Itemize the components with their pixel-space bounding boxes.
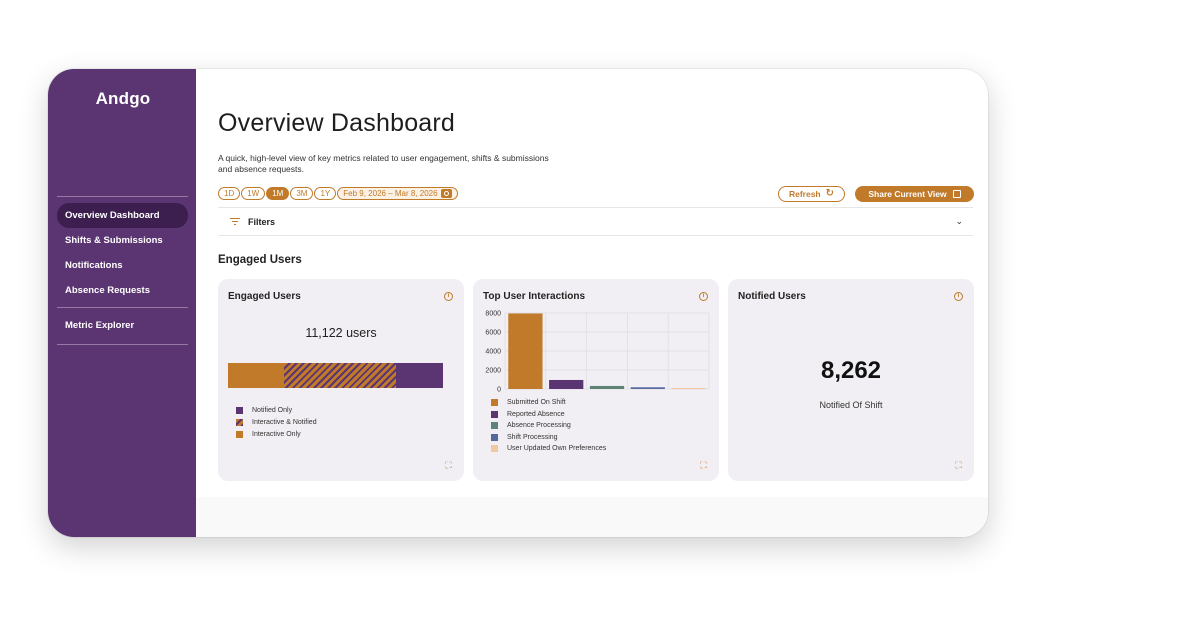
main-footer-area [196, 497, 988, 537]
page-subtitle: A quick, high-level view of key metrics … [218, 153, 549, 174]
legend-swatch [236, 418, 243, 426]
legend-item: Absence Processing [491, 420, 606, 432]
sidebar: Andgo Overview Dashboard Shifts & Submis… [48, 69, 196, 537]
legend-item: Submitted On Shift [491, 397, 606, 409]
legend-swatch [491, 445, 498, 453]
filters-label: Filters [248, 216, 276, 227]
legend-item: Notified Only [236, 404, 317, 416]
nav-divider [57, 307, 188, 308]
bar-absence-processing[interactable] [589, 385, 625, 389]
share-label: Share Current View [868, 189, 947, 199]
legend-label: Notified Only [252, 406, 293, 414]
bar-submitted-on-shift[interactable] [508, 313, 543, 389]
sidebar-nav: Overview Dashboard Shifts & Submissions … [57, 196, 188, 345]
top-user-interactions-legend: Submitted On Shift Reported Absence Abse… [491, 397, 606, 455]
legend-swatch [491, 422, 498, 430]
range-1d-button[interactable]: 1D [218, 187, 241, 200]
legend-item: User Updated Own Preferences [491, 443, 606, 455]
app-window: Andgo Overview Dashboard Shifts & Submis… [48, 69, 988, 537]
nav-group-main: Overview Dashboard Shifts & Submissions … [57, 197, 188, 307]
engaged-users-card: Engaged Users i 11,122 users Notified On… [218, 279, 464, 481]
legend-item: Interactive & Notified [236, 416, 317, 428]
refresh-icon: ↻ [825, 188, 835, 199]
y-tick-label: 6000 [485, 330, 501, 337]
section-title: Engaged Users [218, 254, 302, 266]
engaged-users-legend: Notified Only Interactive & Notified Int… [236, 404, 317, 440]
engaged-users-stacked-bar [228, 363, 443, 388]
main-content: Overview Dashboard A quick, high-level v… [196, 69, 988, 537]
legend-swatch [236, 430, 243, 438]
range-selector: 1D 1W 1M 3M 1Y Feb 9, 2026 – Mar 8, 2026 [218, 187, 458, 200]
y-tick-label: 0 [497, 387, 501, 394]
range-3m-button[interactable]: 3M [290, 187, 314, 200]
y-tick-label: 2000 [485, 368, 501, 375]
legend-swatch [491, 433, 498, 441]
top-user-interactions-chart: 0 2000 4000 6000 8000 [485, 311, 710, 394]
stacked-bar-segment[interactable] [396, 363, 443, 388]
legend-item: Reported Absence [491, 409, 606, 421]
nav-divider [57, 344, 188, 345]
date-range-label: Feb 9, 2026 – Mar 8, 2026 [343, 189, 438, 198]
info-icon[interactable]: i [954, 292, 963, 301]
range-1m-button[interactable]: 1M [266, 187, 290, 200]
expand-icon[interactable]: ⛶ [445, 460, 452, 470]
legend-label: Absence Processing [507, 422, 571, 430]
calendar-icon [440, 189, 452, 198]
refresh-label: Refresh [788, 189, 821, 199]
notified-users-caption: Notified Of Shift [819, 400, 883, 410]
legend-swatch [236, 406, 243, 414]
refresh-button[interactable]: Refresh ↻ [778, 186, 845, 202]
external-link-icon [952, 190, 961, 198]
card-title: Engaged Users [228, 291, 301, 302]
legend-swatch [491, 410, 498, 418]
filters-bar[interactable]: Filters ⌄ [218, 207, 973, 236]
legend-label: Submitted On Shift [507, 399, 566, 407]
y-tick-label: 8000 [485, 311, 501, 318]
stacked-bar-segment[interactable] [228, 363, 285, 388]
legend-label: Reported Absence [507, 410, 565, 418]
y-tick-label: 4000 [485, 349, 501, 356]
card-title: Notified Users [738, 291, 806, 302]
logo: Andgo [95, 89, 151, 108]
engaged-users-total: 11,122 users [305, 326, 377, 340]
stacked-bar-segment[interactable] [284, 363, 397, 388]
nav-divider [57, 196, 188, 197]
bar-reported-absence[interactable] [549, 379, 584, 389]
notified-users-card: Notified Users i 8,262 Notified Of Shift… [728, 279, 974, 481]
expand-icon[interactable]: ⛶ [700, 460, 707, 470]
legend-swatch [491, 399, 498, 407]
sidebar-item-absence-requests[interactable]: Absence Requests [65, 285, 151, 296]
bar-shift-processing[interactable] [630, 387, 665, 389]
page-title: Overview Dashboard [218, 109, 456, 137]
sidebar-item-metric-explorer[interactable]: Metric Explorer [65, 320, 135, 331]
nav-group-secondary: Metric Explorer [57, 308, 188, 344]
notified-users-value: 8,262 [820, 357, 882, 384]
bar-user-updated-own-preferences[interactable] [671, 388, 706, 389]
range-1y-button[interactable]: 1Y [314, 187, 337, 200]
sidebar-item-notifications[interactable]: Notifications [65, 260, 123, 271]
sidebar-item-shifts-submissions[interactable]: Shifts & Submissions [65, 235, 163, 246]
expand-icon[interactable]: ⛶ [955, 460, 962, 470]
filter-icon [230, 217, 240, 226]
range-1w-button[interactable]: 1W [241, 187, 266, 200]
legend-label: Interactive Only [252, 430, 301, 438]
top-user-interactions-card: Top User Interactions i 0 2000 4000 6000 800… [473, 279, 719, 481]
legend-label: Interactive & Notified [252, 418, 317, 426]
sidebar-item-overview-dashboard[interactable]: Overview Dashboard [57, 203, 188, 228]
legend-label: User Updated Own Preferences [507, 445, 607, 453]
chevron-down-icon[interactable]: ⌄ [955, 216, 963, 226]
card-title: Top User Interactions [483, 291, 586, 302]
info-icon[interactable]: i [699, 292, 708, 301]
legend-label: Shift Processing [507, 433, 558, 441]
date-range-picker[interactable]: Feb 9, 2026 – Mar 8, 2026 [337, 187, 458, 200]
info-icon[interactable]: i [444, 292, 453, 301]
legend-item: Interactive Only [236, 428, 317, 440]
share-current-view-button[interactable]: Share Current View [855, 186, 974, 202]
legend-item: Shift Processing [491, 432, 606, 444]
